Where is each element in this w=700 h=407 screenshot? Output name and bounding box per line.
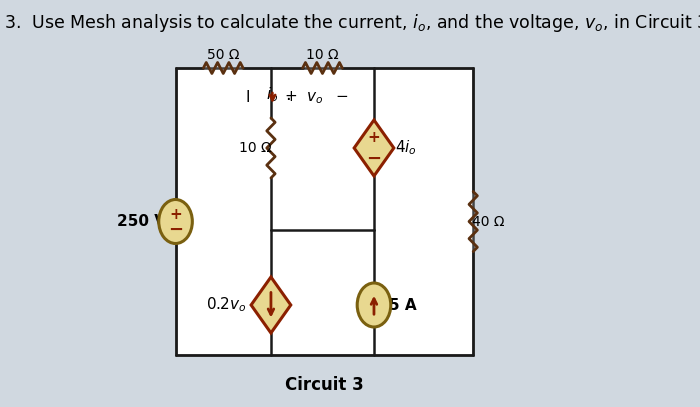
Text: 10 Ω: 10 Ω <box>239 141 272 155</box>
Text: −: − <box>168 221 183 239</box>
Text: $i_o$: $i_o$ <box>266 85 279 104</box>
Text: 10 Ω: 10 Ω <box>306 48 339 62</box>
Text: 50 Ω: 50 Ω <box>207 48 239 62</box>
Circle shape <box>357 283 391 327</box>
Text: +: + <box>169 207 182 222</box>
Text: 40 Ω: 40 Ω <box>473 214 505 228</box>
Text: 3.  Use Mesh analysis to calculate the current, $i_o$, and the voltage, $v_o$, i: 3. Use Mesh analysis to calculate the cu… <box>4 12 700 34</box>
Polygon shape <box>354 120 394 176</box>
Text: 250 V: 250 V <box>117 214 166 229</box>
FancyBboxPatch shape <box>176 68 473 355</box>
Text: $4i_o$: $4i_o$ <box>395 139 417 158</box>
Text: $+\ \ v_o\ \ -$: $+\ \ v_o\ \ -$ <box>284 90 349 106</box>
Text: $\cdot$: $\cdot$ <box>285 89 290 107</box>
Circle shape <box>159 199 192 243</box>
Text: −: − <box>366 150 382 168</box>
Text: Circuit 3: Circuit 3 <box>285 376 364 394</box>
Text: $0.2v_o$: $0.2v_o$ <box>206 295 247 314</box>
Text: 5 A: 5 A <box>389 298 416 313</box>
Text: +: + <box>368 131 380 145</box>
Text: I: I <box>246 90 251 105</box>
Polygon shape <box>251 277 290 333</box>
